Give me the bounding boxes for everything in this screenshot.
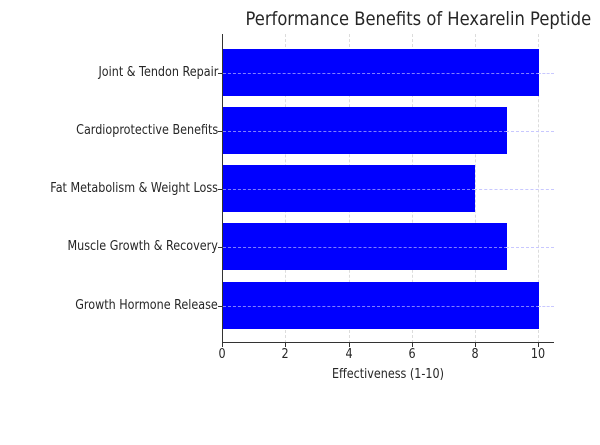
y-tick	[218, 189, 222, 190]
x-axis-label: Effectiveness (1-10)	[331, 367, 445, 382]
y-tick-label: Muscle Growth & Recovery	[67, 239, 218, 254]
x-tick	[285, 343, 286, 347]
x-tick-label: 10	[530, 347, 546, 362]
y-tick-label: Cardioprotective Benefits	[75, 123, 218, 138]
bar-growth-hormone-release	[223, 282, 539, 329]
y-axis-line	[222, 34, 223, 343]
grid-line	[506, 131, 554, 132]
x-tick-label: 8	[471, 347, 479, 362]
y-tick-label: Fat Metabolism & Weight Loss	[50, 181, 218, 196]
y-tick	[218, 306, 222, 307]
y-tick	[218, 247, 222, 248]
x-tick-label: 4	[345, 347, 353, 362]
x-tick	[412, 343, 413, 347]
y-tick-label: Growth Hormone Release	[75, 298, 218, 313]
y-tick-label: Joint & Tendon Repair	[98, 65, 218, 80]
grid-line	[506, 247, 554, 248]
x-tick	[475, 343, 476, 347]
grid-line	[538, 73, 554, 74]
x-tick	[222, 343, 223, 347]
bar-joint-tendon-repair	[223, 49, 539, 96]
x-axis-line	[222, 342, 554, 343]
grid-line	[538, 306, 554, 307]
x-tick	[349, 343, 350, 347]
y-tick	[218, 131, 222, 132]
x-tick-label: 2	[281, 347, 289, 362]
x-tick-label: 6	[408, 347, 416, 362]
y-tick	[218, 73, 222, 74]
plot-area	[222, 34, 554, 343]
x-tick-label: 0	[218, 347, 226, 362]
bar-muscle-growth	[223, 223, 507, 270]
x-tick	[538, 343, 539, 347]
chart-title: Performance Benefits of Hexarelin Peptid…	[245, 8, 592, 30]
grid-line	[538, 34, 539, 343]
bar-cardioprotective-benefits	[223, 107, 507, 154]
grid-line	[475, 34, 476, 343]
bar-fat-metabolism	[223, 165, 475, 212]
grid-line	[474, 189, 554, 190]
